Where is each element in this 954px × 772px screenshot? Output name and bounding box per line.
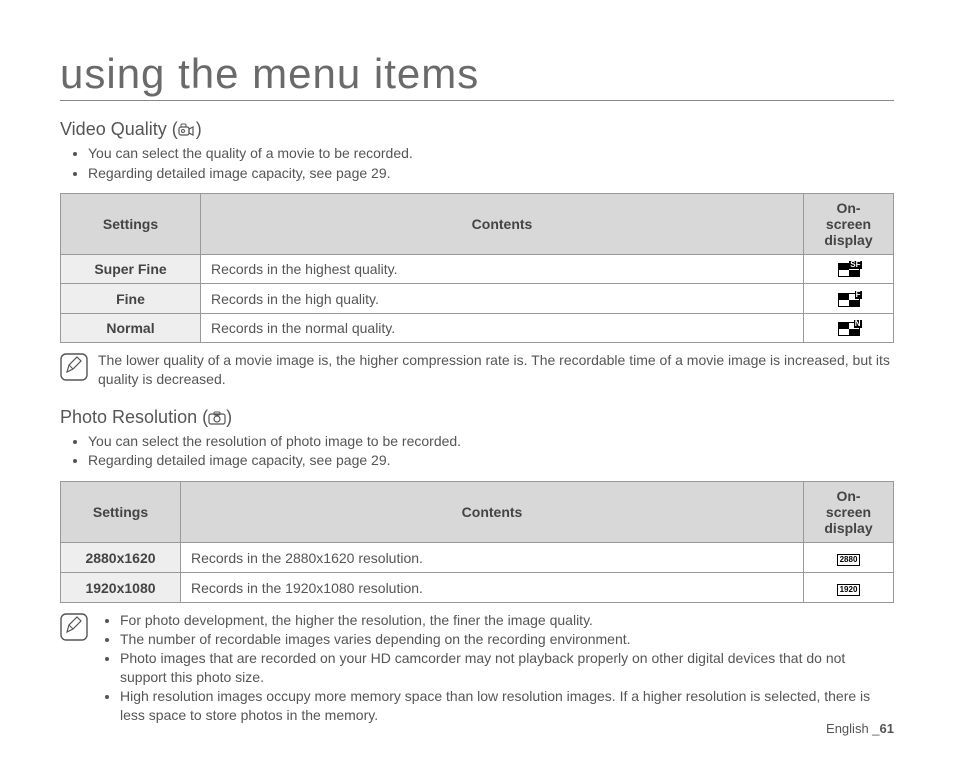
- camcorder-icon: [178, 123, 196, 137]
- col-header-settings: Settings: [61, 482, 181, 543]
- footer-sep: _: [872, 721, 879, 736]
- note-bullet: High resolution images occupy more memor…: [120, 687, 894, 725]
- table-row: Fine Records in the high quality. F: [61, 284, 894, 313]
- col-header-contents: Contents: [181, 482, 804, 543]
- heading-prefix: Video Quality (: [60, 119, 178, 139]
- resolution-icon: 1920: [837, 584, 861, 596]
- setting-label: Super Fine: [61, 255, 201, 284]
- note-bullet: For photo development, the higher the re…: [120, 611, 894, 630]
- note-text: For photo development, the higher the re…: [98, 611, 894, 724]
- resolution-icon: 2880: [837, 554, 861, 566]
- heading-suffix: ): [196, 119, 202, 139]
- section-photo-resolution: Photo Resolution () You can select the r…: [60, 407, 894, 725]
- osd-cell: F: [804, 284, 894, 313]
- osd-cell: SF: [804, 255, 894, 284]
- setting-desc: Records in the high quality.: [201, 284, 804, 313]
- setting-desc: Records in the 1920x1080 resolution.: [181, 573, 804, 603]
- footer-page-number: 61: [880, 721, 894, 736]
- section-heading-photo-resolution: Photo Resolution (): [60, 407, 894, 428]
- note-bullet: Photo images that are recorded on your H…: [120, 649, 894, 687]
- quality-icon: F: [838, 293, 860, 307]
- setting-label: Fine: [61, 284, 201, 313]
- page-title: using the menu items: [60, 50, 894, 101]
- col-header-osd: On-screen display: [804, 194, 894, 255]
- section-video-quality: Video Quality () You can select the qual…: [60, 119, 894, 389]
- setting-label: Normal: [61, 313, 201, 342]
- setting-desc: Records in the highest quality.: [201, 255, 804, 284]
- quality-icon: SF: [838, 263, 860, 277]
- heading-prefix: Photo Resolution (: [60, 407, 208, 427]
- bullet-item: You can select the resolution of photo i…: [88, 432, 894, 452]
- page-footer: English _61: [826, 721, 894, 736]
- table-row: 2880x1620 Records in the 2880x1620 resol…: [61, 543, 894, 573]
- table-row: 1920x1080 Records in the 1920x1080 resol…: [61, 573, 894, 603]
- heading-suffix: ): [226, 407, 232, 427]
- col-header-settings: Settings: [61, 194, 201, 255]
- col-header-contents: Contents: [201, 194, 804, 255]
- note-block: The lower quality of a movie image is, t…: [60, 351, 894, 389]
- bullet-item: You can select the quality of a movie to…: [88, 144, 894, 164]
- bullet-list: You can select the quality of a movie to…: [60, 144, 894, 183]
- quality-icon: N: [838, 322, 860, 336]
- camera-icon: [208, 411, 226, 425]
- note-text: The lower quality of a movie image is, t…: [98, 351, 894, 389]
- section-heading-video-quality: Video Quality (): [60, 119, 894, 140]
- setting-label: 1920x1080: [61, 573, 181, 603]
- bullet-item: Regarding detailed image capacity, see p…: [88, 164, 894, 184]
- setting-desc: Records in the 2880x1620 resolution.: [181, 543, 804, 573]
- osd-cell: 2880: [804, 543, 894, 573]
- footer-lang: English: [826, 721, 869, 736]
- osd-cell: 1920: [804, 573, 894, 603]
- setting-label: 2880x1620: [61, 543, 181, 573]
- table-row: Super Fine Records in the highest qualit…: [61, 255, 894, 284]
- pencil-note-icon: [60, 353, 88, 386]
- note-bullet: The number of recordable images varies d…: [120, 630, 894, 649]
- photo-resolution-table: Settings Contents On-screen display 2880…: [60, 481, 894, 603]
- pencil-note-icon: [60, 613, 88, 646]
- osd-cell: N: [804, 313, 894, 342]
- bullet-item: Regarding detailed image capacity, see p…: [88, 451, 894, 471]
- video-quality-table: Settings Contents On-screen display Supe…: [60, 193, 894, 343]
- bullet-list: You can select the resolution of photo i…: [60, 432, 894, 471]
- table-row: Normal Records in the normal quality. N: [61, 313, 894, 342]
- setting-desc: Records in the normal quality.: [201, 313, 804, 342]
- col-header-osd: On-screen display: [804, 482, 894, 543]
- note-block: For photo development, the higher the re…: [60, 611, 894, 724]
